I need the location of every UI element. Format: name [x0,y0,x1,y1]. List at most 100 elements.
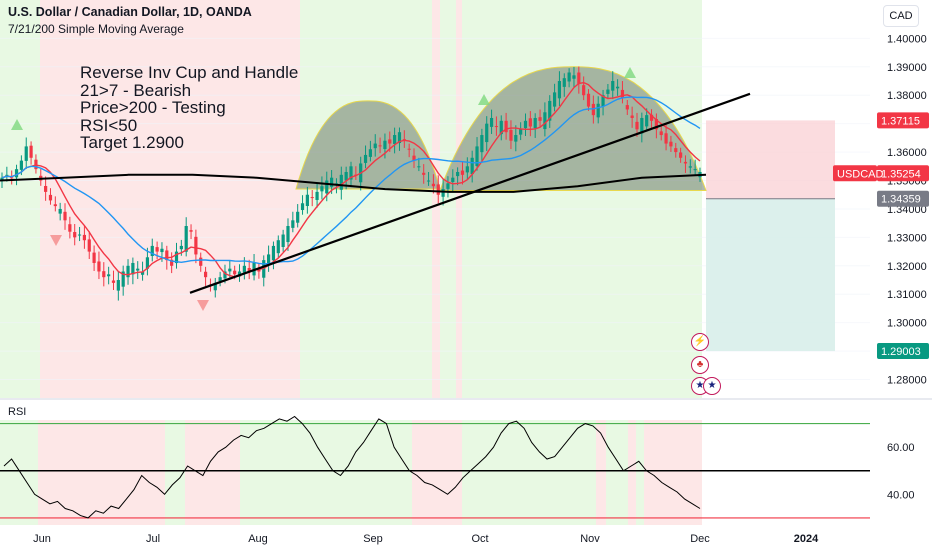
candle-body [538,117,542,121]
note-line: 21>7 - Bearish [80,80,192,100]
x-tick-label: Jul [146,533,160,545]
sell-signal-arrow [50,235,62,246]
candle-body [213,282,217,291]
candle-body [48,194,53,201]
candle-body [223,271,227,279]
candle-body [63,211,67,221]
candle-body [310,197,314,199]
bull-zone [300,0,432,398]
candle-body [489,117,494,127]
candle-body [591,103,595,116]
x-axis: Jun Jul Aug Sep Oct Nov Dec 2024 [33,533,819,545]
candle-body [165,250,169,261]
y-tick-label: 1.31000 [887,289,927,301]
candle-body [77,234,82,236]
stop-loss-zone [706,120,835,199]
indicator-legend[interactable]: 7/21/200 Simple Moving Average [8,22,184,36]
rsi-bear-zone [644,420,702,525]
candle-body [121,271,125,287]
candle-body [625,105,629,110]
y-tick-label: 1.40000 [887,33,927,45]
note-line: RSI<50 [80,115,138,135]
candle-body [266,254,271,264]
candle-body [567,72,571,82]
pattern-annotation: Reverse Inv Cup and Handle 21>7 - Bearis… [80,64,298,152]
entry-price-label: 1.34359 [881,194,921,206]
candle-body [344,171,348,181]
candle-body [485,123,489,143]
candle-body [620,89,625,99]
candle-body [131,262,135,275]
candle-body [19,160,23,170]
candle-body [218,277,222,282]
cup-left [295,100,441,190]
candle-body [688,166,692,168]
x-tick-label: 2024 [794,533,819,545]
candle-body [174,251,179,264]
candle-body [87,239,91,252]
symbol-price-label-bg [833,165,877,182]
candle-body [460,170,465,175]
candle-body [242,265,246,273]
candle-body [499,120,503,135]
candle-body [470,157,474,175]
candle-body [383,140,387,149]
candle-body [44,185,48,192]
rsi-bull-zone [165,420,185,525]
candle-body [24,146,28,161]
candle-body [557,81,562,99]
rsi-pane [0,415,870,519]
buy-signal-arrow [478,94,490,105]
candle-body [247,267,251,272]
candle-body [189,230,193,232]
candle-body [640,117,644,134]
candle-body [436,184,440,195]
candle-body [586,93,591,107]
rsi-tick-label: 40.00 [887,489,915,501]
bear-zone [456,0,462,398]
candle-body [577,72,581,84]
candle-body [291,220,295,228]
candle-body [417,166,421,168]
candle-body [73,232,77,238]
lightning-icon[interactable]: ⚡ [691,333,709,351]
sma-200-line [0,173,707,193]
currency-button[interactable]: CAD [883,5,919,27]
candle-body [53,204,57,207]
candle-body [388,139,392,144]
note-line: Price>200 - Testing [80,98,226,117]
candle-body [194,236,198,255]
rsi-bull-zone [462,420,596,525]
candle-body [237,271,242,277]
candle-body [533,117,537,129]
rsi-tick-label: 60.00 [887,442,915,454]
candle-body [504,120,508,133]
candle-body [582,85,586,96]
rsi-bull-zone [240,420,412,525]
candle-body [635,121,639,130]
candle-body [199,257,203,266]
rsi-bear-zone [185,420,240,525]
us-flag-icon[interactable]: ★ [703,377,721,395]
candle-body [349,166,353,180]
candle-body [552,92,557,107]
candle-body [543,112,547,130]
candle-body [179,245,183,250]
rsi-bear-zone [628,420,636,525]
signal-arrows [11,67,636,311]
candle-body [281,234,285,247]
candle-body [465,166,469,173]
candle-body [654,119,658,130]
candle-body [397,132,402,144]
candle-body [0,177,4,181]
y-tick-label: 1.39000 [887,62,927,74]
candle-body [649,114,654,121]
short-position-tool [706,120,835,352]
candle-body [407,148,411,150]
candle-body [679,152,683,158]
take-profit-zone [706,198,835,352]
rsi-bull-zone [0,420,38,525]
canada-flag-icon[interactable]: ♣ [691,356,709,374]
candle-body [228,268,232,272]
